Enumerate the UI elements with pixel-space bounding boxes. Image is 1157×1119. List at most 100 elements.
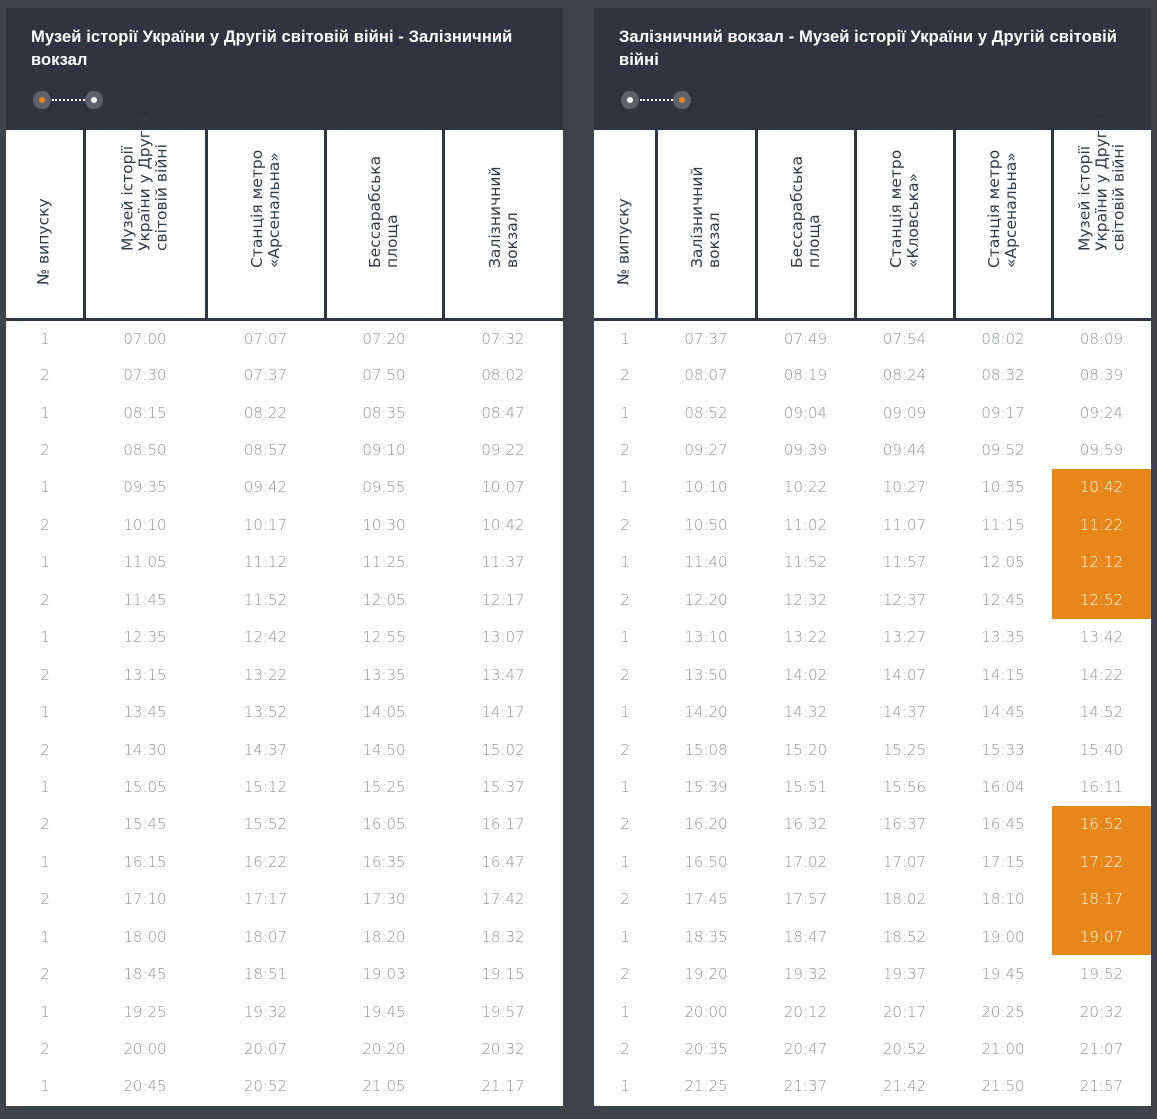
- column-header-line: Станція метро: [247, 149, 266, 268]
- time-cell: 15:40: [1079, 740, 1124, 759]
- time-cell: 12:05: [981, 553, 1025, 572]
- time-cell: 09:44: [882, 441, 927, 460]
- table-row: 1 11:05 11:12 11:25 11:37: [6, 544, 563, 581]
- time-cell: 19:37: [882, 965, 927, 984]
- table-row: 2 08:50 08:57 09:10 09:22: [6, 431, 563, 468]
- column-header-label: Станція метро «Арсенальна»: [985, 118, 1020, 267]
- time-cell: 15:56: [882, 777, 927, 796]
- column-header-line: Станція метро: [886, 149, 905, 268]
- time-cell: 14:17: [481, 703, 525, 722]
- time-cell: 10:17: [243, 515, 288, 534]
- time-cell: 20:52: [882, 1040, 927, 1059]
- table-row: 2 18:45 18:51 19:03 19:15: [6, 955, 563, 992]
- time-cell: 15:12: [243, 777, 288, 796]
- time-cell: 16:22: [243, 852, 288, 871]
- time-cell: 10:10: [684, 478, 728, 497]
- time-cell: 18:52: [882, 927, 927, 946]
- table-row: 2 10:50 11:02 11:07 11:15 11:22: [594, 506, 1151, 544]
- table-row: 2 10:10 10:17 10:30 10:42: [6, 506, 563, 543]
- time-cell: 18:00: [123, 927, 167, 946]
- table-row: 1 18:35 18:47 18:52 19:00 19:07: [594, 918, 1151, 956]
- time-cell: 20:20: [362, 1040, 406, 1059]
- schedule-panel-right: Залізничний вокзал - Музей історії Украї…: [594, 8, 1151, 1106]
- table-row: 1 15:39 15:51 15:56 16:04 16:11: [594, 768, 1151, 805]
- time-cell: 08:35: [362, 403, 406, 422]
- run-number-cell: 2: [620, 740, 630, 759]
- time-cell: 07:50: [362, 366, 406, 385]
- time-cell: 13:50: [684, 665, 728, 684]
- schedule-panel-left: Музей історії України у Другій світовій …: [6, 8, 563, 1106]
- time-cell: 08:07: [684, 366, 728, 385]
- time-cell: 20:00: [123, 1040, 167, 1059]
- run-number-cell: 1: [620, 1002, 630, 1021]
- time-cell: 08:02: [981, 330, 1025, 349]
- run-number-cell: 1: [620, 553, 630, 572]
- time-cell: 09:55: [362, 478, 406, 497]
- time-cell: 16:52: [1052, 805, 1151, 844]
- table-row: 2 07:30 07:37 07:50 08:02: [6, 356, 563, 393]
- time-cell: 16:47: [481, 852, 525, 871]
- run-number-cell: 1: [40, 1002, 50, 1021]
- time-cell: 20:47: [783, 1040, 828, 1059]
- time-cell: 13:42: [1079, 628, 1124, 647]
- time-cell: 15:52: [243, 815, 288, 834]
- run-number-cell: 1: [620, 852, 630, 871]
- time-cell: 11:15: [981, 515, 1025, 534]
- column-header-line: Музей історії: [118, 145, 137, 251]
- time-cell: 21:05: [362, 1077, 406, 1096]
- time-cell: 10:50: [684, 515, 728, 534]
- time-cell: 13:10: [684, 628, 728, 647]
- time-cell: 07:30: [123, 366, 167, 385]
- column-header: Музей історії України у Другій світовій ві…: [82, 115, 206, 321]
- time-cell: 08:24: [882, 366, 927, 385]
- time-cell: 13:27: [882, 628, 927, 647]
- table-row: 2 09:27 09:39 09:44 09:52 09:59: [594, 431, 1151, 468]
- time-cell: 07:49: [783, 330, 828, 349]
- run-number-cell: 1: [620, 403, 630, 422]
- run-number-cell: 2: [620, 366, 630, 385]
- run-number-cell: 2: [620, 965, 630, 984]
- column-header-line: вокзал: [502, 211, 521, 268]
- column-header: Станція метро «Арсенальна»: [952, 130, 1052, 321]
- time-cell: 17:10: [123, 890, 167, 909]
- time-cell: 18:17: [1052, 880, 1151, 918]
- panel-title: Залізничний вокзал - Музей історії Украї…: [619, 28, 1117, 69]
- time-cell: 08:19: [783, 366, 828, 385]
- table-row: 2 08:07 08:19 08:24 08:32 08:39: [594, 356, 1151, 393]
- time-cell: 20:25: [981, 1002, 1025, 1021]
- time-cell: 20:17: [882, 1002, 927, 1021]
- time-cell: 17:17: [243, 890, 288, 909]
- run-number-cell: 2: [620, 815, 630, 834]
- run-number-cell: 2: [620, 1040, 630, 1059]
- time-cell: 08:47: [481, 403, 525, 422]
- time-cell: 20:52: [243, 1077, 288, 1096]
- run-number-cell: 2: [40, 890, 50, 909]
- time-cell: 14:02: [783, 665, 828, 684]
- table-row: 1 14:20 14:32 14:37 14:45 14:52: [594, 693, 1151, 730]
- time-cell: 18:20: [362, 927, 406, 946]
- run-number-cell: 1: [40, 927, 50, 946]
- time-cell: 18:32: [481, 927, 525, 946]
- time-cell: 09:17: [981, 403, 1025, 422]
- time-cell: 09:24: [1079, 403, 1124, 422]
- time-cell: 10:22: [783, 478, 828, 497]
- column-header-label: Бессарабська площа: [366, 118, 401, 267]
- time-cell: 16:05: [362, 815, 406, 834]
- time-cell: 21:07: [1079, 1040, 1124, 1059]
- run-number-cell: 2: [620, 665, 630, 684]
- time-cell: 12:45: [981, 590, 1025, 609]
- time-cell: 19:45: [362, 1002, 406, 1021]
- time-cell: 09:39: [783, 441, 828, 460]
- time-cell: 19:15: [481, 965, 525, 984]
- time-cell: 12:32: [783, 590, 828, 609]
- run-number-cell: 1: [40, 478, 50, 497]
- time-cell: 12:35: [123, 628, 167, 647]
- time-cell: 18:07: [243, 927, 288, 946]
- time-cell: 07:54: [882, 330, 927, 349]
- column-header-line: вокзал: [705, 211, 723, 268]
- schedule-table: № випуску Залізничний вокзал Бессарабська пл…: [594, 115, 1151, 1105]
- time-cell: 20:00: [684, 1002, 728, 1021]
- time-cell: 07:20: [362, 330, 406, 349]
- time-cell: 10:35: [981, 478, 1025, 497]
- time-cell: 10:27: [882, 478, 927, 497]
